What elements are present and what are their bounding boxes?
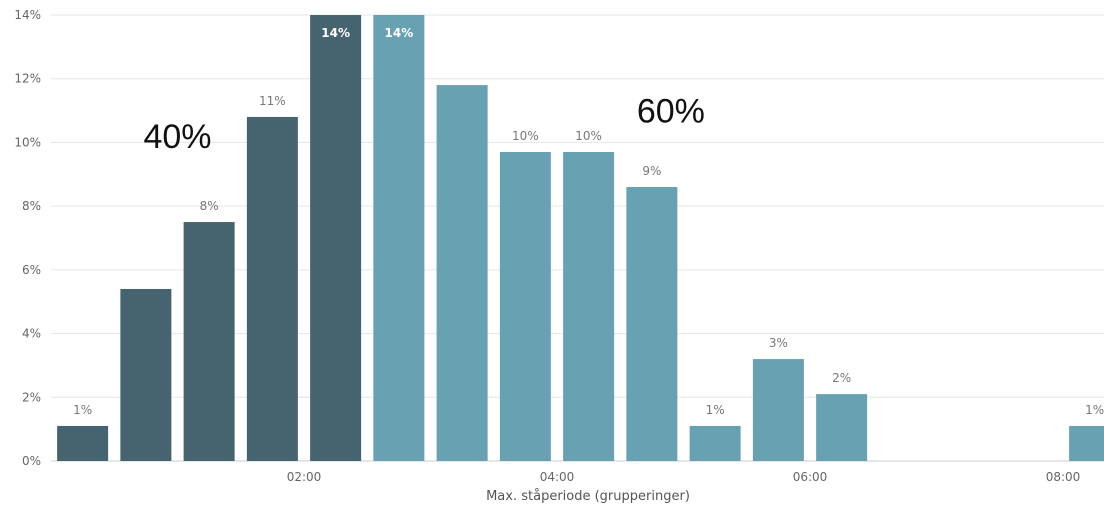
bar-data-label: 1% — [706, 403, 725, 417]
bar-data-label: 14% — [321, 26, 350, 40]
bar-data-label: 3% — [769, 336, 788, 350]
bar — [120, 288, 172, 461]
y-tick-label: 8% — [22, 199, 41, 213]
y-tick-label: 12% — [14, 72, 41, 86]
bar-data-label: 8% — [200, 199, 219, 213]
bar-data-label: 2% — [832, 371, 851, 385]
bar-data-label: 14% — [385, 26, 414, 40]
y-tick-label: 10% — [14, 135, 41, 149]
x-axis-title: Max. ståperiode (grupperinger) — [486, 489, 690, 504]
bar-data-label: 10% — [512, 129, 539, 143]
bar-data-label: 11% — [259, 94, 286, 108]
bar — [499, 151, 551, 461]
x-axis-ticks: 02:00 04:00 06:00 08:00 — [287, 470, 1081, 484]
y-tick-label: 6% — [22, 263, 41, 277]
bar — [689, 425, 741, 461]
x-tick-label: 02:00 — [287, 470, 322, 484]
bar — [563, 151, 615, 461]
bar-data-label: 1% — [73, 403, 92, 417]
y-tick-label: 14% — [14, 8, 41, 22]
bar — [626, 187, 678, 461]
y-tick-label: 4% — [22, 327, 41, 341]
bar — [752, 359, 804, 461]
y-axis-ticks: 0% 2% 4% 6% 8% 10% 12% 14% — [14, 8, 41, 468]
bar — [57, 425, 109, 461]
bar — [436, 85, 488, 461]
bar-data-label: 10% — [575, 129, 602, 143]
data-labels: 1% 8% 11% 14% 14% 10% 10% 9% 1% 3% 2% 1% — [73, 26, 1104, 417]
bar-data-label: 9% — [642, 164, 661, 178]
annotations: 40% 60% — [143, 93, 704, 156]
bar — [1069, 425, 1104, 461]
y-tick-label: 0% — [22, 454, 41, 468]
bar — [183, 222, 235, 461]
bar — [816, 394, 868, 461]
bar — [246, 116, 298, 461]
percent-annotation: 60% — [637, 93, 705, 131]
bar-data-label: 1% — [1085, 403, 1104, 417]
x-tick-label: 08:00 — [1046, 470, 1081, 484]
y-tick-label: 2% — [22, 390, 41, 404]
bar — [373, 15, 425, 461]
x-tick-label: 04:00 — [540, 470, 575, 484]
bar — [310, 15, 362, 461]
bars — [57, 15, 1104, 461]
percent-annotation: 40% — [143, 118, 211, 156]
x-tick-label: 06:00 — [793, 470, 828, 484]
